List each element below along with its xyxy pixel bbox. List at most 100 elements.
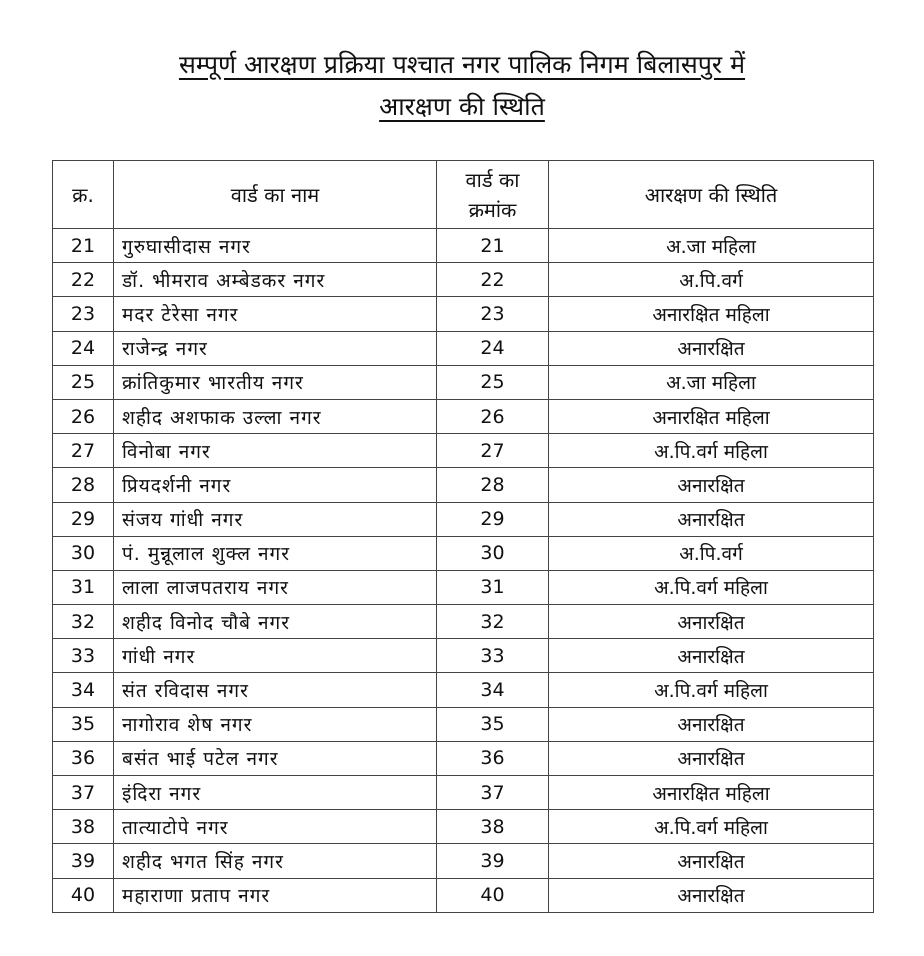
status-cell: अ.पि.वर्ग <box>548 262 874 298</box>
serial-cell: 39 <box>52 843 114 879</box>
status-cell: अनारक्षित <box>548 638 874 674</box>
ward-name-cell: तात्याटोपे नगर <box>113 809 437 845</box>
table-row: 35 नागोराव शेष नगर 35 अनारक्षित <box>52 706 874 742</box>
ward-name-cell: बसंत भाई पटेल नगर <box>113 740 437 777</box>
status-cell: अनारक्षित <box>548 877 874 913</box>
serial-cell: 24 <box>52 330 114 366</box>
serial-cell: 30 <box>52 535 114 571</box>
header-ward-name: वार्ड का नाम <box>113 160 437 229</box>
ward-name-cell: पं. मुन्नूलाल शुक्ल नगर <box>113 535 437 571</box>
header-ward-number-line2: क्रमांक <box>468 197 517 222</box>
status-cell: अनारक्षित <box>548 501 874 537</box>
ward-number-cell: 31 <box>436 569 549 606</box>
ward-name-cell: राजेन्द्र नगर <box>113 330 437 366</box>
status-cell: अनारक्षित <box>548 740 874 777</box>
ward-number-cell: 39 <box>436 843 549 879</box>
ward-name-cell: संत रविदास नगर <box>113 672 437 708</box>
table-row: 40 महाराणा प्रताप नगर 40 अनारक्षित <box>52 877 874 913</box>
ward-number-cell: 25 <box>436 364 549 400</box>
ward-name-cell: डॉ. भीमराव अम्बेडकर नगर <box>113 262 437 298</box>
status-cell: अ.जा महिला <box>548 227 874 264</box>
status-cell: अ.जा महिला <box>548 364 874 400</box>
ward-name-cell: गांधी नगर <box>113 638 437 674</box>
table-row: 23 मदर टेरेसा नगर 23 अनारक्षित महिला <box>52 296 874 332</box>
header-serial: क्र. <box>52 160 114 229</box>
reservation-table: क्र. वार्ड का नाम वार्ड का क्रमांक आरक्ष… <box>52 160 874 913</box>
ward-number-cell: 26 <box>436 398 549 435</box>
header-ward-number-line1: वार्ड का <box>465 167 520 192</box>
title-line-1: सम्पूर्ण आरक्षण प्रक्रिया पश्चात नगर पाल… <box>0 48 924 82</box>
status-cell: अनारक्षित <box>548 330 874 366</box>
ward-number-cell: 32 <box>436 604 549 640</box>
status-cell: अ.पि.वर्ग महिला <box>548 672 874 708</box>
serial-cell: 21 <box>52 227 114 264</box>
ward-number-cell: 38 <box>436 809 549 845</box>
ward-name-cell: इंदिरा नगर <box>113 774 437 811</box>
header-status: आरक्षण की स्थिति <box>548 160 874 229</box>
serial-cell: 25 <box>52 364 114 400</box>
ward-number-cell: 23 <box>436 296 549 332</box>
ward-name-cell: प्रियदर्शनी नगर <box>113 467 437 503</box>
table-row: 25 क्रांतिकुमार भारतीय नगर 25 अ.जा महिला <box>52 364 874 400</box>
ward-name-cell: विनोबा नगर <box>113 433 437 469</box>
ward-name-cell: शहीद भगत सिंह नगर <box>113 843 437 879</box>
ward-number-cell: 34 <box>436 672 549 708</box>
serial-cell: 27 <box>52 433 114 469</box>
table-row: 26 शहीद अशफाक उल्ला नगर 26 अनारक्षित महिला <box>52 398 874 435</box>
serial-cell: 40 <box>52 877 114 913</box>
serial-cell: 33 <box>52 638 114 674</box>
ward-number-cell: 22 <box>436 262 549 298</box>
ward-name-cell: संजय गांधी नगर <box>113 501 437 537</box>
status-cell: अनारक्षित महिला <box>548 398 874 435</box>
table-row: 33 गांधी नगर 33 अनारक्षित <box>52 638 874 674</box>
table-row: 22 डॉ. भीमराव अम्बेडकर नगर 22 अ.पि.वर्ग <box>52 262 874 298</box>
ward-name-cell: शहीद अशफाक उल्ला नगर <box>113 398 437 435</box>
table-row: 38 तात्याटोपे नगर 38 अ.पि.वर्ग महिला <box>52 809 874 845</box>
status-cell: अ.पि.वर्ग महिला <box>548 569 874 606</box>
status-cell: अ.पि.वर्ग महिला <box>548 809 874 845</box>
ward-name-cell: महाराणा प्रताप नगर <box>113 877 437 913</box>
serial-cell: 26 <box>52 398 114 435</box>
ward-number-cell: 30 <box>436 535 549 571</box>
table-row: 29 संजय गांधी नगर 29 अनारक्षित <box>52 501 874 537</box>
serial-cell: 31 <box>52 569 114 606</box>
status-cell: अनारक्षित महिला <box>548 296 874 332</box>
ward-number-cell: 36 <box>436 740 549 777</box>
table-row: 32 शहीद विनोद चौबे नगर 32 अनारक्षित <box>52 604 874 640</box>
header-row: क्र. वार्ड का नाम वार्ड का क्रमांक आरक्ष… <box>52 160 874 229</box>
header-ward-number: वार्ड का क्रमांक <box>436 160 549 229</box>
ward-number-cell: 40 <box>436 877 549 913</box>
ward-name-cell: गुरुघासीदास नगर <box>113 227 437 264</box>
ward-name-cell: क्रांतिकुमार भारतीय नगर <box>113 364 437 400</box>
table-row: 37 इंदिरा नगर 37 अनारक्षित महिला <box>52 774 874 811</box>
table-row: 39 शहीद भगत सिंह नगर 39 अनारक्षित <box>52 843 874 879</box>
serial-cell: 38 <box>52 809 114 845</box>
serial-cell: 29 <box>52 501 114 537</box>
table-row: 21 गुरुघासीदास नगर 21 अ.जा महिला <box>52 227 874 264</box>
status-cell: अ.पि.वर्ग महिला <box>548 433 874 469</box>
ward-number-cell: 29 <box>436 501 549 537</box>
ward-number-cell: 21 <box>436 227 549 264</box>
ward-number-cell: 37 <box>436 774 549 811</box>
serial-cell: 37 <box>52 774 114 811</box>
serial-cell: 23 <box>52 296 114 332</box>
table-row: 24 राजेन्द्र नगर 24 अनारक्षित <box>52 330 874 366</box>
title-line-2: आरक्षण की स्थिति <box>0 90 924 124</box>
serial-cell: 32 <box>52 604 114 640</box>
table-row: 30 पं. मुन्नूलाल शुक्ल नगर 30 अ.पि.वर्ग <box>52 535 874 571</box>
table-row: 34 संत रविदास नगर 34 अ.पि.वर्ग महिला <box>52 672 874 708</box>
table-row: 31 लाला लाजपतराय नगर 31 अ.पि.वर्ग महिला <box>52 569 874 606</box>
table-row: 36 बसंत भाई पटेल नगर 36 अनारक्षित <box>52 740 874 777</box>
ward-number-cell: 35 <box>436 706 549 742</box>
serial-cell: 36 <box>52 740 114 777</box>
ward-number-cell: 24 <box>436 330 549 366</box>
ward-name-cell: मदर टेरेसा नगर <box>113 296 437 332</box>
ward-name-cell: नागोराव शेष नगर <box>113 706 437 742</box>
status-cell: अनारक्षित <box>548 706 874 742</box>
title-text-1: सम्पूर्ण आरक्षण प्रक्रिया पश्चात नगर पाल… <box>178 50 746 79</box>
ward-number-cell: 28 <box>436 467 549 503</box>
serial-cell: 35 <box>52 706 114 742</box>
serial-cell: 22 <box>52 262 114 298</box>
status-cell: अनारक्षित महिला <box>548 774 874 811</box>
status-cell: अ.पि.वर्ग <box>548 535 874 571</box>
